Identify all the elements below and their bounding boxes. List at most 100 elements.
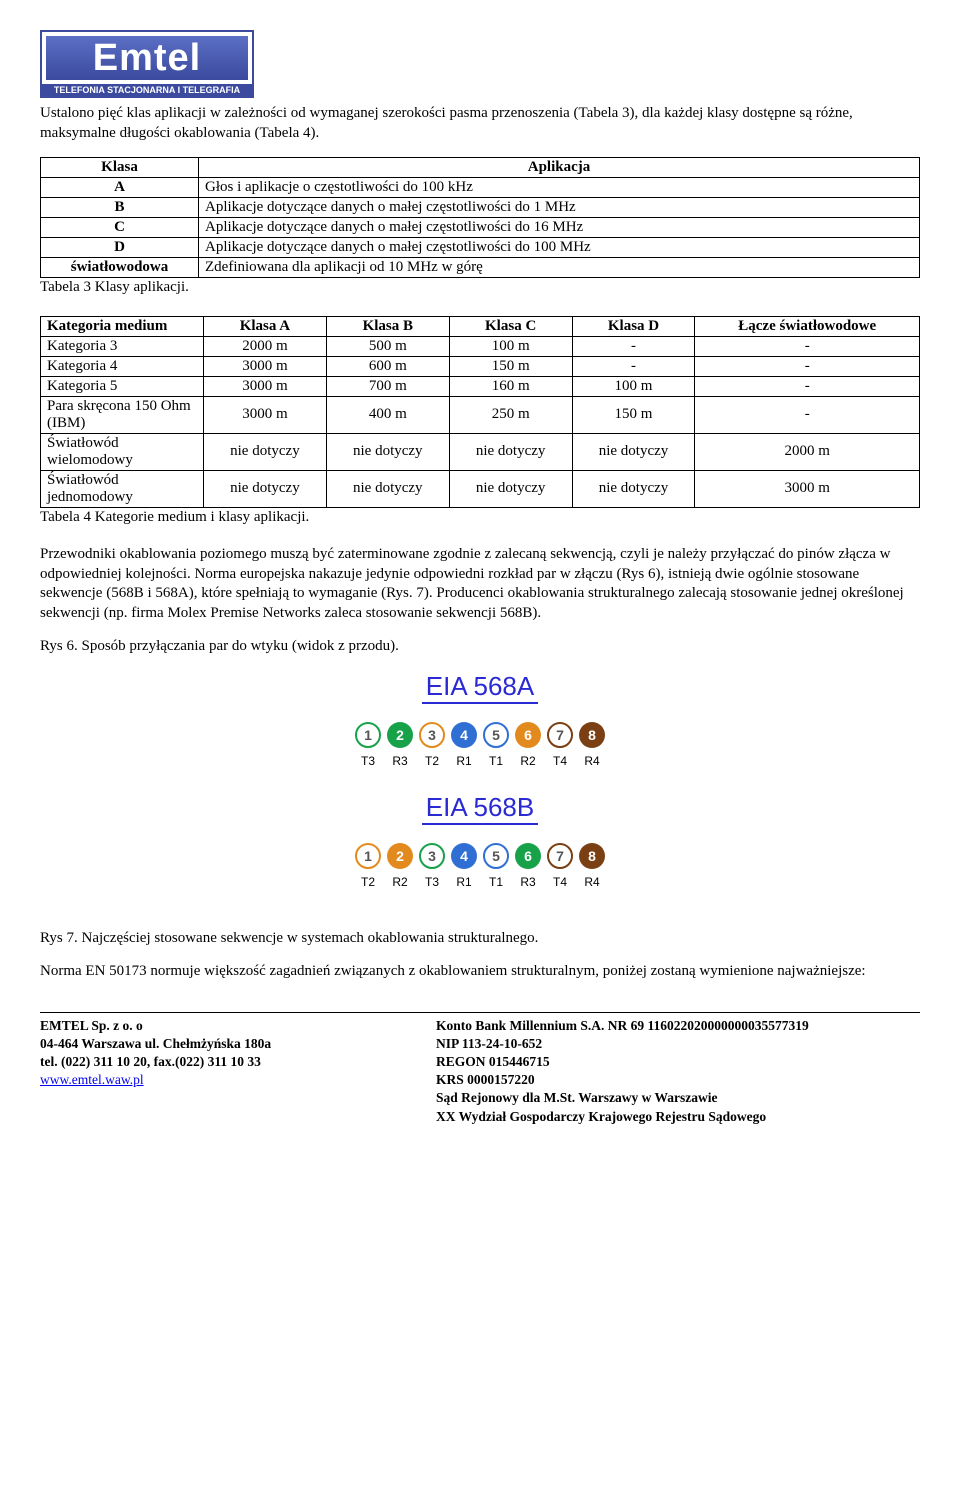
pin-label: T2 xyxy=(425,754,439,768)
pin-circle: 3 xyxy=(419,722,445,748)
t2-r0c1: 2000 m xyxy=(204,336,327,356)
pin-circle: 7 xyxy=(547,843,573,869)
t2-r0c0: Kategoria 3 xyxy=(41,336,204,356)
pin-label: T3 xyxy=(425,875,439,889)
t2-r4c0: Światłowód wielomodowy xyxy=(41,433,204,470)
pin-circle: 1 xyxy=(355,722,381,748)
t2-r2c1: 3000 m xyxy=(204,376,327,396)
t2-r5c2: nie dotyczy xyxy=(326,470,449,507)
t1-r3c0: D xyxy=(41,238,199,258)
footer-regon: REGON 015446715 xyxy=(436,1054,550,1069)
t2-r1c1: 3000 m xyxy=(204,356,327,376)
t1-r0c1: Głos i aplikacje o częstotliwości do 100… xyxy=(199,178,920,198)
t1-r2c0: C xyxy=(41,218,199,238)
t2-r0c3: 100 m xyxy=(449,336,572,356)
pin-label: R1 xyxy=(456,875,471,889)
eia-568b-diagram: EIA 568B 1T22R23T34R15T16R37T48R4 xyxy=(40,792,920,889)
t2-h1: Klasa A xyxy=(204,316,327,336)
t1-r3c1: Aplikacje dotyczące danych o małej częst… xyxy=(199,238,920,258)
t1-r0c0: A xyxy=(41,178,199,198)
pin-circle: 5 xyxy=(483,722,509,748)
t2-r4c2: nie dotyczy xyxy=(326,433,449,470)
table1-caption: Tabela 3 Klasy aplikacji. xyxy=(40,278,920,298)
pin-label: T3 xyxy=(361,754,375,768)
table2-caption: Tabela 4 Kategorie medium i klasy aplika… xyxy=(40,508,920,528)
footer-bank: Konto Bank Millennium S.A. NR 69 1160220… xyxy=(436,1018,809,1033)
rys7-caption: Rys 7. Najczęściej stosowane sekwencje w… xyxy=(40,929,920,949)
t2-r3c4: 150 m xyxy=(572,396,695,433)
paragraph-2: Przewodniki okablowania poziomego muszą … xyxy=(40,545,920,623)
t2-h0: Kategoria medium xyxy=(41,316,204,336)
t1-head-1: Aplikacja xyxy=(199,158,920,178)
pin-circle: 8 xyxy=(579,843,605,869)
pin-T4: 7T4 xyxy=(547,722,573,768)
pin-label: T1 xyxy=(489,754,503,768)
t2-r0c4: - xyxy=(572,336,695,356)
pin-label: R4 xyxy=(584,754,599,768)
t2-r4c1: nie dotyczy xyxy=(204,433,327,470)
footer-company: EMTEL Sp. z o. o xyxy=(40,1018,143,1033)
t2-r3c3: 250 m xyxy=(449,396,572,433)
t2-r2c0: Kategoria 5 xyxy=(41,376,204,396)
t2-r4c4: nie dotyczy xyxy=(572,433,695,470)
footer-left: EMTEL Sp. z o. o 04-464 Warszawa ul. Che… xyxy=(40,1017,436,1126)
pin-label: R3 xyxy=(392,754,407,768)
t1-r4c0: światłowodowa xyxy=(41,258,199,278)
pin-label: R1 xyxy=(456,754,471,768)
footer: EMTEL Sp. z o. o 04-464 Warszawa ul. Che… xyxy=(40,1012,920,1126)
pin-R1: 4R1 xyxy=(451,843,477,889)
t2-r5c0: Światłowód jednomodowy xyxy=(41,470,204,507)
pin-label: R2 xyxy=(392,875,407,889)
t2-r1c5: - xyxy=(695,356,920,376)
t2-h4: Klasa D xyxy=(572,316,695,336)
t1-head-0: Klasa xyxy=(41,158,199,178)
paragraph-3: Norma EN 50173 normuje większość zagadni… xyxy=(40,962,920,982)
logo: Emtel TELEFONIA STACJONARNA I TELEGRAFIA xyxy=(40,30,254,98)
pin-R3: 2R3 xyxy=(387,722,413,768)
pin-label: T2 xyxy=(361,875,375,889)
t1-r1c1: Aplikacje dotyczące danych o małej częst… xyxy=(199,198,920,218)
pin-circle: 2 xyxy=(387,843,413,869)
pin-circle: 6 xyxy=(515,843,541,869)
t2-r1c4: - xyxy=(572,356,695,376)
pin-circle: 5 xyxy=(483,843,509,869)
eia-a-title: EIA 568A xyxy=(422,671,538,704)
t2-r4c5: 2000 m xyxy=(695,433,920,470)
pin-R1: 4R1 xyxy=(451,722,477,768)
t1-r1c0: B xyxy=(41,198,199,218)
eia-568a-diagram: EIA 568A 1T32R33T24R15T16R27T48R4 xyxy=(40,671,920,768)
t2-r2c3: 160 m xyxy=(449,376,572,396)
pin-label: T1 xyxy=(489,875,503,889)
footer-link[interactable]: www.emtel.waw.pl xyxy=(40,1072,144,1087)
t2-r5c4: nie dotyczy xyxy=(572,470,695,507)
pin-label: R4 xyxy=(584,875,599,889)
t2-h2: Klasa B xyxy=(326,316,449,336)
t2-r3c1: 3000 m xyxy=(204,396,327,433)
pin-circle: 4 xyxy=(451,843,477,869)
footer-court: Sąd Rejonowy dla M.St. Warszawy w Warsza… xyxy=(436,1090,718,1105)
pin-label: R3 xyxy=(520,875,535,889)
pin-label: R2 xyxy=(520,754,535,768)
footer-address: 04-464 Warszawa ul. Chełmżyńska 180a xyxy=(40,1036,271,1051)
t2-r1c0: Kategoria 4 xyxy=(41,356,204,376)
eia-b-title: EIA 568B xyxy=(422,792,538,825)
pin-R2: 6R2 xyxy=(515,722,541,768)
pin-circle: 3 xyxy=(419,843,445,869)
pin-T1: 5T1 xyxy=(483,722,509,768)
pin-label: T4 xyxy=(553,754,567,768)
footer-right: Konto Bank Millennium S.A. NR 69 1160220… xyxy=(436,1017,920,1126)
pin-T3: 3T3 xyxy=(419,843,445,889)
t2-r0c2: 500 m xyxy=(326,336,449,356)
t2-r2c4: 100 m xyxy=(572,376,695,396)
t2-r5c3: nie dotyczy xyxy=(449,470,572,507)
t2-r3c5: - xyxy=(695,396,920,433)
pin-T2: 3T2 xyxy=(419,722,445,768)
t2-r2c2: 700 m xyxy=(326,376,449,396)
t2-r1c2: 600 m xyxy=(326,356,449,376)
pin-circle: 2 xyxy=(387,722,413,748)
pin-R4: 8R4 xyxy=(579,722,605,768)
table-classes: Klasa Aplikacja AGłos i aplikacje o częs… xyxy=(40,157,920,278)
pin-circle: 6 xyxy=(515,722,541,748)
t2-r1c3: 150 m xyxy=(449,356,572,376)
t2-r3c0: Para skręcona 150 Ohm (IBM) xyxy=(41,396,204,433)
